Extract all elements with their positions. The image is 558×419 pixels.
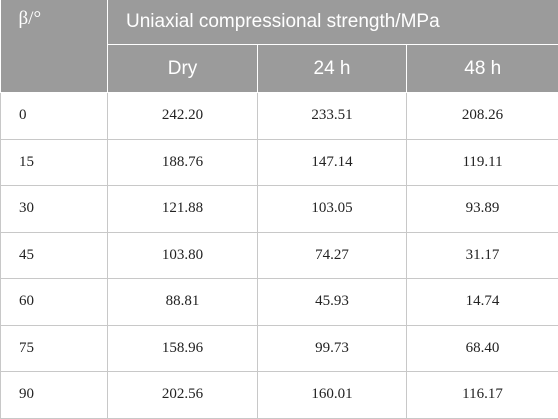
- angle-cell: 15: [1, 139, 108, 186]
- 48h-cell: 119.11: [407, 139, 558, 186]
- 24h-cell: 147.14: [258, 139, 407, 186]
- angle-cell: 0: [1, 93, 108, 140]
- angle-cell: 75: [1, 325, 108, 372]
- 48h-cell: 14.74: [407, 279, 558, 326]
- angle-cell: 90: [1, 372, 108, 419]
- dry-column-header: Dry: [108, 45, 258, 93]
- dry-cell: 121.88: [108, 186, 258, 233]
- dry-cell: 103.80: [108, 232, 258, 279]
- table-row: 45 103.80 74.27 31.17: [1, 232, 558, 279]
- strength-group-header: Uniaxial compressional strength/MPa: [108, 0, 558, 45]
- table-row: 75 158.96 99.73 68.40: [1, 325, 558, 372]
- angle-column-header: β/°: [1, 0, 108, 93]
- table-row: 60 88.81 45.93 14.74: [1, 279, 558, 326]
- table-header: β/° Uniaxial compressional strength/MPa …: [1, 0, 558, 93]
- 24h-cell: 103.05: [258, 186, 407, 233]
- table-row: 0 242.20 233.51 208.26: [1, 93, 558, 140]
- 24h-column-header: 24 h: [258, 45, 407, 93]
- dry-cell: 188.76: [108, 139, 258, 186]
- dry-cell: 202.56: [108, 372, 258, 419]
- 48h-cell: 68.40: [407, 325, 558, 372]
- 48h-cell: 208.26: [407, 93, 558, 140]
- 24h-cell: 99.73: [258, 325, 407, 372]
- dry-cell: 88.81: [108, 279, 258, 326]
- table-row: 30 121.88 103.05 93.89: [1, 186, 558, 233]
- 24h-cell: 160.01: [258, 372, 407, 419]
- dry-cell: 158.96: [108, 325, 258, 372]
- 48h-cell: 93.89: [407, 186, 558, 233]
- 48h-cell: 116.17: [407, 372, 558, 419]
- table-row: 15 188.76 147.14 119.11: [1, 139, 558, 186]
- angle-cell: 30: [1, 186, 108, 233]
- table-body: 0 242.20 233.51 208.26 15 188.76 147.14 …: [1, 93, 558, 419]
- dry-cell: 242.20: [108, 93, 258, 140]
- header-row-top: β/° Uniaxial compressional strength/MPa: [1, 0, 558, 45]
- angle-cell: 45: [1, 232, 108, 279]
- angle-cell: 60: [1, 279, 108, 326]
- 24h-cell: 74.27: [258, 232, 407, 279]
- table-row: 90 202.56 160.01 116.17: [1, 372, 558, 419]
- 24h-cell: 45.93: [258, 279, 407, 326]
- 48h-cell: 31.17: [407, 232, 558, 279]
- 48h-column-header: 48 h: [407, 45, 558, 93]
- 24h-cell: 233.51: [258, 93, 407, 140]
